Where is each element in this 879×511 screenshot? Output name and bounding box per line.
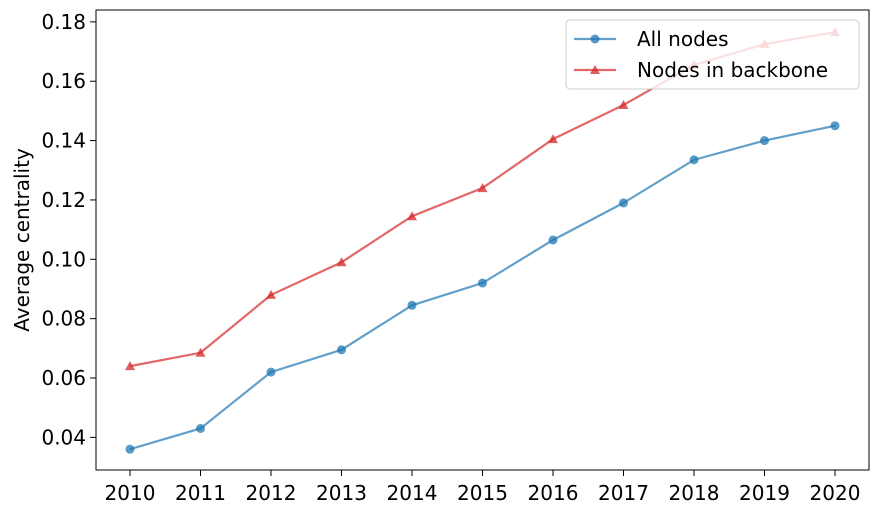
y-axis-title: Average centrality (10, 148, 34, 332)
x-tick-label: 2016 (528, 481, 579, 505)
y-tick-label: 0.10 (41, 247, 86, 271)
x-tick-label: 2019 (739, 481, 790, 505)
data-point (548, 235, 558, 245)
data-point (760, 136, 769, 146)
data-point (196, 423, 205, 433)
data-point (336, 257, 347, 267)
y-tick-label: 0.12 (41, 188, 86, 212)
data-point (689, 155, 699, 165)
x-tick-label: 2020 (810, 481, 861, 505)
data-point (618, 99, 629, 109)
series-all-nodes (125, 121, 840, 454)
x-tick-label: 2011 (175, 481, 226, 505)
y-tick-label: 0.14 (41, 129, 86, 153)
data-point (478, 278, 487, 288)
legend: All nodes Nodes in backbone (565, 19, 860, 90)
y-tick-label: 0.18 (41, 10, 86, 34)
data-point (195, 347, 206, 357)
data-point (337, 345, 346, 355)
x-tick-label: 2010 (105, 481, 156, 505)
x-tick-label: 2018 (669, 481, 720, 505)
data-point (125, 361, 135, 371)
data-point (266, 289, 276, 299)
data-point (266, 367, 276, 377)
data-point (830, 121, 840, 131)
data-point (477, 183, 488, 193)
y-axis: 0.04 0.06 0.08 0.10 0.12 0.14 0.16 0.18 (41, 10, 96, 449)
legend-label: Nodes in backbone (637, 58, 828, 82)
legend-box (565, 19, 860, 90)
legend-marker (590, 34, 600, 44)
y-tick-label: 0.16 (41, 69, 86, 93)
data-point (407, 300, 417, 310)
legend-marker (590, 65, 600, 74)
y-tick-label: 0.06 (41, 366, 86, 390)
x-tick-label: 2012 (246, 481, 297, 505)
x-axis: 2010 2011 2012 2013 2014 2015 2016 2017 2018 2019… (105, 470, 861, 505)
legend-label: All nodes (637, 27, 728, 51)
y-tick-label: 0.04 (41, 425, 86, 449)
x-tick-label: 2013 (316, 481, 367, 505)
y-tick-label: 0.08 (41, 307, 86, 331)
data-point (548, 134, 558, 144)
plot-series (125, 27, 840, 454)
x-tick-label: 2015 (457, 481, 508, 505)
data-point (407, 211, 417, 221)
x-tick-label: 2017 (598, 481, 649, 505)
data-point (619, 198, 628, 208)
x-tick-label: 2014 (387, 481, 438, 505)
data-point (125, 444, 135, 454)
